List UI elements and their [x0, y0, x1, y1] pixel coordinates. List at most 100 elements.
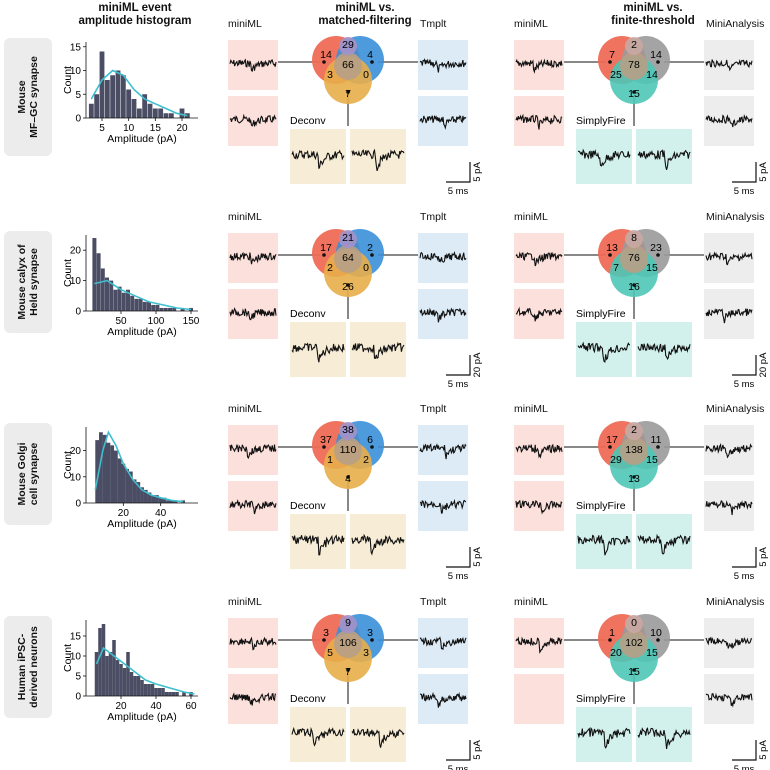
hist-bar	[113, 289, 118, 311]
venn-overlap-top	[339, 422, 357, 440]
y-tick-label: 10	[70, 472, 82, 483]
venn-overlap-top	[625, 230, 643, 248]
right-trace-box-1	[704, 233, 754, 283]
trace-left-trace-box-1	[515, 58, 563, 74]
label-miniml: miniML	[514, 403, 548, 415]
y-tick-label: 15	[70, 632, 82, 643]
y-axis-label: Count	[62, 451, 74, 479]
hist-bar	[88, 103, 94, 118]
venn-center	[334, 245, 362, 273]
label-deconv: Deconv	[290, 115, 326, 127]
venn-count: 15	[628, 666, 640, 678]
trace-bottom-trace-box-1	[291, 726, 345, 747]
venn-count: 9	[345, 617, 351, 629]
left-trace-box-2	[228, 96, 278, 146]
venn-count: 7	[345, 666, 351, 678]
venn-count: 3	[367, 627, 373, 639]
y-tick-label: 0	[75, 114, 81, 125]
venn-panel: 37 38 6 1 110 24 Deconv 5 pA5 ms	[228, 421, 483, 582]
venn-overlap-top	[339, 230, 357, 248]
hist-bar	[99, 51, 105, 118]
row-tag-label: Mouse Golgi cell synapse	[16, 442, 40, 506]
connector-dot	[632, 90, 636, 94]
label-tmplt: Tmplt	[420, 596, 447, 608]
hist-bar	[130, 295, 135, 311]
connector-dot	[632, 668, 636, 672]
venn-count: 14	[646, 69, 658, 81]
connector-dot	[656, 445, 660, 449]
hist-bar	[168, 307, 172, 311]
venn-count: 26	[342, 281, 354, 293]
label-simplyfire: SimplyFire	[576, 500, 626, 512]
label-miniml: miniML	[228, 596, 262, 608]
hist-bar	[159, 307, 164, 311]
venn-count: 7	[609, 49, 615, 61]
label-minianalysis: MiniAnalysis	[706, 596, 765, 608]
label-minianalysis: MiniAnalysis	[706, 18, 765, 30]
hist-bar	[126, 289, 130, 311]
hist-bar	[136, 482, 141, 503]
venn-count: 37	[320, 434, 332, 446]
venn-count: 4	[345, 473, 351, 485]
bottom-trace-box-2	[350, 322, 406, 377]
connector-dot	[370, 638, 374, 642]
hist-bar	[112, 640, 116, 696]
hist-bar	[173, 500, 178, 503]
hist-bar	[163, 307, 168, 311]
venn-count: 15	[628, 88, 640, 100]
venn-center	[620, 245, 648, 273]
label-miniml: miniML	[228, 18, 262, 30]
trace-bottom-trace-box-2	[637, 149, 691, 170]
scale-x-label: 5 ms	[448, 571, 469, 582]
y-tick-label: 10	[70, 276, 82, 287]
label-simplyfire: SimplyFire	[576, 115, 626, 127]
row-tag: Mouse calyx of Held synapse	[4, 231, 52, 333]
hist-bar	[100, 268, 105, 311]
y-tick-label: 0	[75, 499, 81, 510]
venn-count: 13	[606, 242, 618, 254]
hist-bar	[104, 80, 110, 118]
row-tag-label: Mouse calyx of Held synapse	[16, 244, 40, 320]
trace-left-trace-box-2	[229, 113, 277, 127]
trace-left-trace-box-1	[229, 636, 277, 651]
venn-count: 3	[363, 647, 369, 659]
hist-bar	[133, 676, 137, 696]
trace-left-trace-box-2	[515, 499, 563, 515]
trace-bottom-trace-box-1	[577, 726, 631, 749]
col-a-header: miniML event amplitude histogram	[78, 2, 192, 27]
row-tag-label: Human iPSC-derived neurons	[16, 626, 40, 708]
venn-count: 29	[342, 39, 354, 51]
hist-bar	[138, 298, 143, 311]
venn-overlap-top	[625, 37, 643, 55]
trace-bottom-trace-box-2	[351, 341, 405, 360]
venn-count: 78	[628, 59, 640, 71]
trace-right-trace-box-2	[705, 307, 753, 324]
hist-bar	[161, 688, 165, 696]
trace-left-trace-box-2	[229, 692, 277, 706]
venn-count: 0	[363, 69, 369, 81]
trace-right-trace-box-2	[705, 499, 753, 516]
venn-count: 64	[342, 252, 354, 264]
trace-bottom-trace-box-1	[578, 148, 631, 167]
hist-bar	[143, 489, 148, 503]
venn-count: 15	[646, 647, 658, 659]
venn-count: 1	[609, 627, 615, 639]
venn-panel: 13 8 23 7 76 15 16 SimplyFire 20 pA5 ms	[514, 229, 769, 390]
trace-right-trace-box-2	[705, 114, 753, 128]
left-trace-box-2	[514, 674, 564, 724]
y-tick-label: 20	[70, 246, 82, 257]
scale-bar	[732, 740, 757, 761]
hist-bar	[136, 676, 141, 696]
hist-bar	[184, 113, 190, 118]
label-miniml: miniML	[228, 403, 262, 415]
venn-count: 102	[625, 637, 643, 649]
histogram: 0 10 20 50 100 150 Amplitude (pA) Count	[62, 235, 200, 338]
venn-count: 4	[367, 49, 373, 61]
venn-count: 2	[327, 262, 333, 274]
venn-count: 14	[320, 49, 332, 61]
hist-bar	[113, 450, 118, 503]
x-tick-label: 20	[118, 508, 130, 519]
venn-count: 0	[631, 617, 637, 629]
fit-curve	[94, 430, 184, 503]
